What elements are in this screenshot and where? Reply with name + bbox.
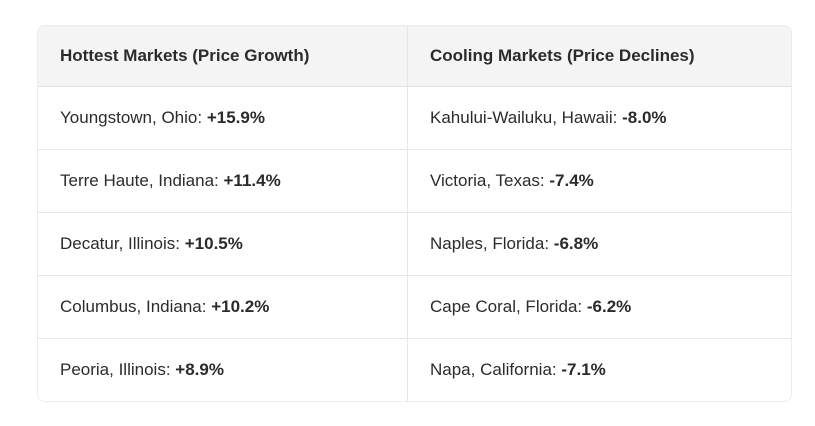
markets-table: Hottest Markets (Price Growth) Cooling Ma… [38,26,791,401]
table-cell: Naples, Florida: -6.8% [407,212,791,276]
price-change: -7.1% [561,360,606,379]
market-name: Naples, Florida: [430,234,550,253]
market-name: Youngstown, Ohio: [60,108,203,127]
price-change: +15.9% [206,108,265,127]
market-name: Napa, California: [430,360,557,379]
table-row: Peoria, Illinois: +8.9% Napa, California:… [38,338,791,401]
market-name: Columbus, Indiana: [60,297,207,316]
header-cell: Hottest Markets (Price Growth) [38,26,408,87]
market-name: Victoria, Texas: [430,171,545,190]
table-cell: Youngstown, Ohio: +15.9% [38,86,408,150]
table-head: Hottest Markets (Price Growth) Cooling Ma… [38,26,791,87]
market-name: Cape Coral, Florida: [430,297,583,316]
market-name: Terre Haute, Indiana: [60,171,219,190]
table-cell: Peoria, Illinois: +8.9% [38,338,408,401]
price-change: -6.8% [553,234,599,253]
price-change: -7.4% [549,171,594,190]
table-cell: Kahului-Wailuku, Hawaii: -8.0% [407,86,791,150]
table-cell: Decatur, Illinois: +10.5% [38,212,408,276]
price-change: +8.9% [175,360,224,379]
table-row: Decatur, Illinois: +10.5% Naples, Florida… [38,212,791,276]
market-name: Decatur, Illinois: [60,234,180,253]
table-cell: Victoria, Texas: -7.4% [407,149,791,213]
table-container: Hottest Markets (Price Growth) Cooling Ma… [37,25,792,402]
table-row: Youngstown, Ohio: +15.9% Kahului-Wailuku,… [38,86,791,150]
market-name: Peoria, Illinois: [60,360,171,379]
price-change: -6.2% [586,297,632,316]
table-cell: Napa, California: -7.1% [407,338,791,401]
table-row: Terre Haute, Indiana: +11.4% Victoria, Te… [38,149,791,213]
header-row: Hottest Markets (Price Growth) Cooling Ma… [38,26,791,87]
header-cell: Cooling Markets (Price Declines) [407,26,791,87]
table-row: Columbus, Indiana: +10.2% Cape Coral, Flo… [38,275,791,339]
table-cell: Cape Coral, Florida: -6.2% [407,275,791,339]
price-change: -8.0% [622,108,667,127]
price-change: +11.4% [223,171,281,190]
table-body: Youngstown, Ohio: +15.9% Kahului-Wailuku,… [38,86,791,401]
table-cell: Columbus, Indiana: +10.2% [38,275,408,339]
price-change: +10.5% [184,234,243,253]
market-name: Kahului-Wailuku, Hawaii: [430,108,618,127]
table-cell: Terre Haute, Indiana: +11.4% [38,149,408,213]
price-change: +10.2% [211,297,270,316]
